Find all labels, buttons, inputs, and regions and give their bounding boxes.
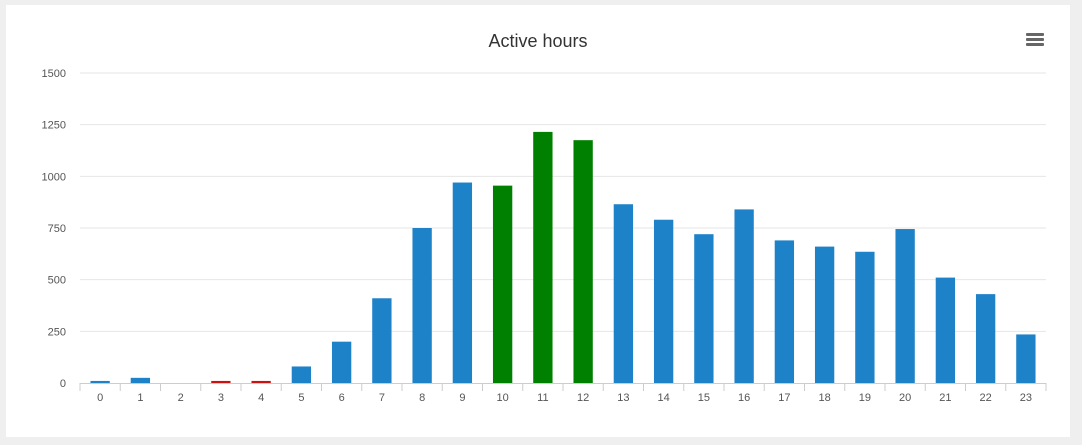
x-tick-label: 6 bbox=[339, 392, 345, 404]
y-tick-label: 1000 bbox=[42, 171, 66, 183]
bar[interactable] bbox=[452, 182, 473, 383]
bar[interactable] bbox=[975, 294, 996, 383]
y-tick-label: 0 bbox=[60, 378, 66, 390]
bar[interactable] bbox=[855, 251, 875, 383]
x-tick-label: 1 bbox=[137, 392, 143, 404]
chart-menu-icon[interactable] bbox=[1026, 33, 1044, 49]
x-tick-label: 22 bbox=[980, 392, 992, 404]
bar[interactable] bbox=[412, 228, 432, 383]
bar[interactable] bbox=[814, 246, 835, 383]
bar[interactable] bbox=[734, 209, 754, 383]
y-tick-label: 250 bbox=[48, 326, 66, 338]
x-tick-label: 8 bbox=[419, 392, 425, 404]
bar[interactable] bbox=[653, 219, 674, 383]
x-tick-label: 5 bbox=[298, 392, 304, 404]
bar[interactable] bbox=[331, 341, 352, 383]
bar[interactable] bbox=[291, 366, 312, 383]
bar[interactable] bbox=[895, 229, 915, 383]
x-tick-label: 0 bbox=[97, 392, 103, 404]
x-tick-label: 13 bbox=[617, 392, 629, 404]
x-tick-label: 15 bbox=[698, 392, 710, 404]
x-tick-label: 9 bbox=[459, 392, 465, 404]
x-axis: 0 1 2 3 4 5 6 7 8 9 10 11 12 13 14 15 16 17 18 19 20 21 22 23 bbox=[79, 383, 1047, 404]
x-tick-label: 23 bbox=[1020, 392, 1032, 404]
bar[interactable] bbox=[211, 380, 231, 383]
x-tick-label: 4 bbox=[258, 392, 264, 404]
y-tick-label: 750 bbox=[48, 223, 66, 235]
x-tick-label: 7 bbox=[379, 392, 385, 404]
bar[interactable] bbox=[533, 131, 553, 383]
bar[interactable] bbox=[694, 234, 714, 383]
y-axis: 0 250 500 750 1000 1250 1500 bbox=[42, 68, 66, 390]
x-tick-label: 16 bbox=[738, 392, 750, 404]
x-tick-label: 10 bbox=[497, 392, 509, 404]
x-tick-label: 19 bbox=[859, 392, 871, 404]
x-tick-label: 12 bbox=[577, 392, 589, 404]
bar[interactable] bbox=[935, 277, 956, 383]
x-tick-label: 18 bbox=[819, 392, 831, 404]
x-tick-label: 21 bbox=[939, 392, 951, 404]
bar[interactable] bbox=[130, 377, 151, 383]
chart-title: Active hours bbox=[488, 31, 588, 51]
x-tick-label: 3 bbox=[218, 392, 224, 404]
y-tick-label: 1250 bbox=[42, 120, 66, 132]
bar[interactable] bbox=[774, 240, 795, 383]
x-tick-label: 11 bbox=[537, 392, 548, 404]
bar[interactable] bbox=[372, 298, 392, 383]
bar[interactable] bbox=[251, 380, 271, 383]
bar[interactable] bbox=[573, 140, 593, 383]
x-tick-label: 20 bbox=[899, 392, 911, 404]
x-tick-label: 2 bbox=[178, 392, 184, 404]
y-tick-label: 1500 bbox=[42, 68, 66, 80]
x-tick-label: 14 bbox=[658, 392, 670, 404]
x-tick-label: 17 bbox=[778, 392, 790, 404]
bar[interactable] bbox=[492, 185, 513, 383]
bar[interactable] bbox=[613, 204, 634, 383]
bar[interactable] bbox=[90, 380, 110, 383]
chart-gridlines bbox=[80, 72, 1046, 332]
chart-bars bbox=[90, 131, 1036, 383]
y-tick-label: 500 bbox=[48, 275, 66, 287]
bar[interactable] bbox=[1016, 334, 1036, 383]
